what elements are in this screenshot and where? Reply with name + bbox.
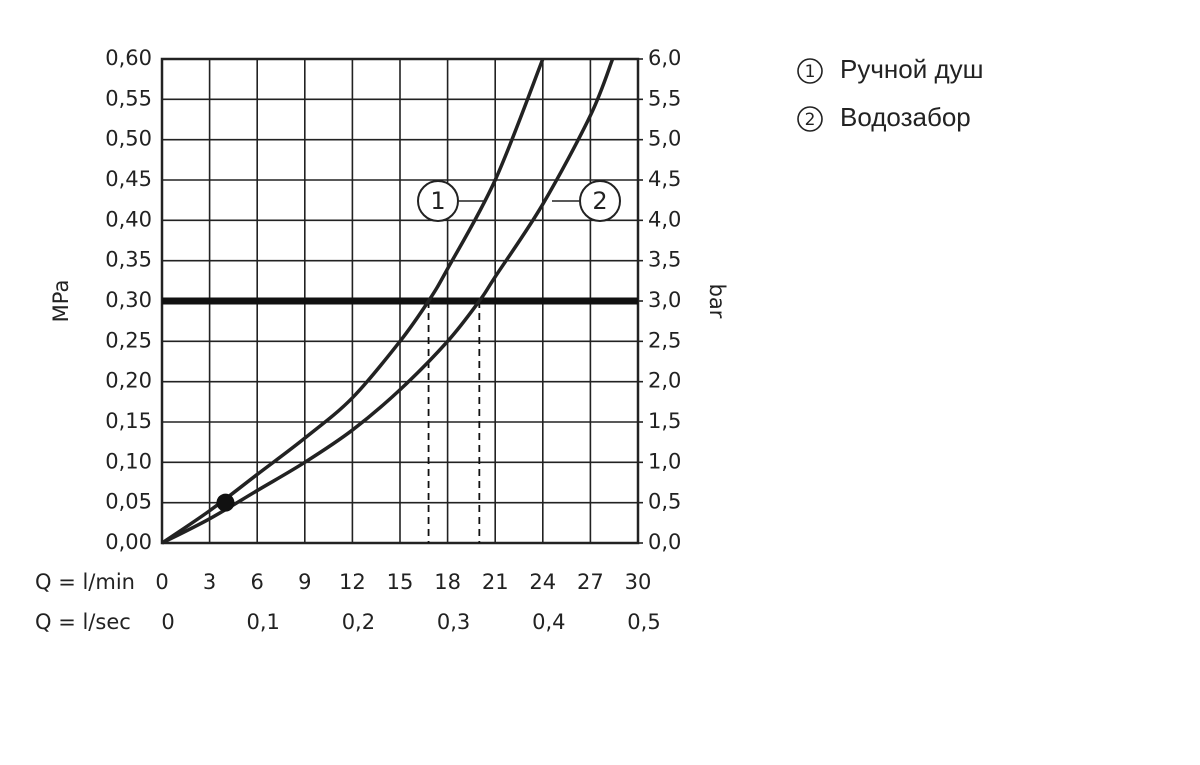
y-tick-label: 0,40 xyxy=(105,207,152,231)
legend-number: 1 xyxy=(805,62,816,82)
y2-tick-label: 1,0 xyxy=(648,449,681,473)
legend-symbol xyxy=(797,58,823,84)
x-tick-label: 30 xyxy=(625,570,652,594)
curve xyxy=(161,58,545,545)
y2-tick-label: 1,5 xyxy=(648,409,681,433)
y2-tick-label: 5,0 xyxy=(648,127,681,151)
x-tick-label: 0 xyxy=(155,570,168,594)
x2-tick-label: 0 xyxy=(161,610,174,634)
y2-tick-label: 0,0 xyxy=(648,530,681,554)
y-tick-label: 0,10 xyxy=(105,449,152,473)
y2-tick-label: 3,5 xyxy=(648,248,681,272)
x-tick-label: 6 xyxy=(251,570,264,594)
y-tick-label: 0,00 xyxy=(105,530,152,554)
y2-tick-label: 2,5 xyxy=(648,328,681,352)
x2-tick-label: 0,1 xyxy=(246,610,279,634)
y2-tick-label: 3,0 xyxy=(648,288,681,312)
y2-axis-label: bar xyxy=(705,284,729,319)
y2-tick-label: 2,0 xyxy=(648,369,681,393)
x2-tick-label: 0,2 xyxy=(342,610,375,634)
legend-entry: Водозабор xyxy=(840,102,971,132)
x2-tick-label: 0,4 xyxy=(532,610,565,634)
x2-tick-label: 0,3 xyxy=(437,610,470,634)
x-tick-label: 24 xyxy=(529,570,556,594)
legend-number: 2 xyxy=(805,110,816,130)
curve-label: 1 xyxy=(430,187,445,215)
x-tick-label: 15 xyxy=(387,570,414,594)
y2-tick-label: 5,5 xyxy=(648,86,681,110)
x-tick-label: 18 xyxy=(434,570,461,594)
marker xyxy=(216,493,235,512)
x-tick-label: 12 xyxy=(339,570,366,594)
legend-entry: Ручной душ xyxy=(840,54,983,84)
y-axis-label: MPa xyxy=(49,280,73,323)
x2-axis-label: Q = l/sec xyxy=(35,610,131,634)
curve xyxy=(161,58,615,545)
y-tick-label: 0,30 xyxy=(105,288,152,312)
y2-tick-label: 0,5 xyxy=(648,490,681,514)
y-tick-label: 0,05 xyxy=(105,490,152,514)
y-tick-label: 0,50 xyxy=(105,127,152,151)
y-tick-label: 0,15 xyxy=(105,409,152,433)
curve-label-circle xyxy=(417,180,459,222)
x-tick-label: 3 xyxy=(203,570,216,594)
x2-tick-label: 0,5 xyxy=(627,610,660,634)
x-tick-label: 27 xyxy=(577,570,604,594)
y2-tick-label: 4,0 xyxy=(648,207,681,231)
y-tick-label: 0,60 xyxy=(105,46,152,70)
y-tick-label: 0,20 xyxy=(105,369,152,393)
y-tick-label: 0,55 xyxy=(105,86,152,110)
curve-label-circle xyxy=(579,180,621,222)
y2-tick-label: 6,0 xyxy=(648,46,681,70)
x-tick-label: 21 xyxy=(482,570,509,594)
x-axis-label: Q = l/min xyxy=(35,570,135,594)
legend-symbol xyxy=(797,106,823,132)
x-tick-label: 9 xyxy=(298,570,311,594)
curve-label: 2 xyxy=(592,187,607,215)
y-tick-label: 0,45 xyxy=(105,167,152,191)
y-tick-label: 0,25 xyxy=(105,328,152,352)
y2-tick-label: 4,5 xyxy=(648,167,681,191)
y-tick-label: 0,35 xyxy=(105,248,152,272)
